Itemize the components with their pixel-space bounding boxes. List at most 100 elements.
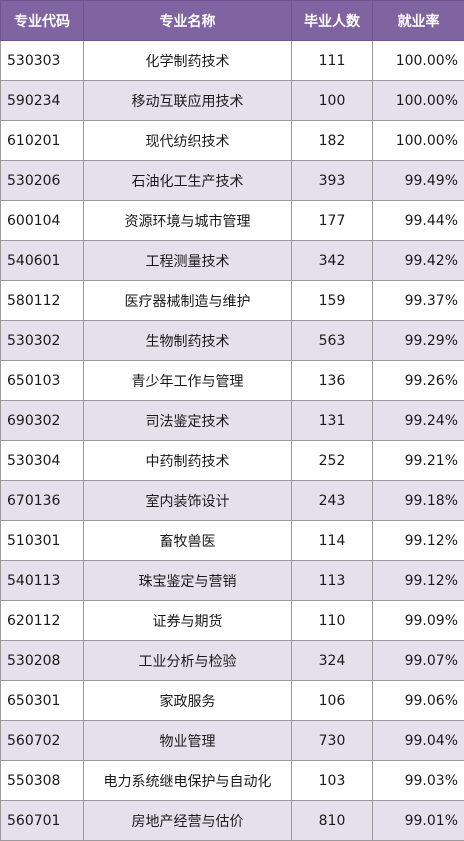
table-row: 530304 中药制药技术 252 99.21%: [0, 440, 464, 481]
cell-graduates: 111: [291, 40, 373, 81]
cell-graduates: 100: [291, 80, 373, 121]
cell-graduates: 113: [291, 560, 373, 601]
cell-name: 证券与期货: [83, 600, 292, 641]
table-row: 550308 电力系统继电保护与自动化 103 99.03%: [0, 760, 464, 801]
cell-name: 石油化工生产技术: [83, 160, 292, 201]
cell-rate: 100.00%: [372, 120, 464, 161]
cell-name: 资源环境与城市管理: [83, 200, 292, 241]
cell-rate: 99.26%: [372, 360, 464, 401]
cell-code: 600104: [0, 200, 84, 241]
table-row: 530206 石油化工生产技术 393 99.49%: [0, 160, 464, 201]
table-row: 530302 生物制药技术 563 99.29%: [0, 320, 464, 361]
cell-graduates: 393: [291, 160, 373, 201]
cell-graduates: 159: [291, 280, 373, 321]
cell-graduates: 324: [291, 640, 373, 681]
cell-rate: 99.03%: [372, 760, 464, 801]
cell-code: 530303: [0, 40, 84, 81]
cell-rate: 99.06%: [372, 680, 464, 721]
cell-graduates: 131: [291, 400, 373, 441]
cell-code: 580112: [0, 280, 84, 321]
cell-rate: 99.01%: [372, 800, 464, 841]
cell-name: 工程测量技术: [83, 240, 292, 281]
cell-name: 工业分析与检验: [83, 640, 292, 681]
cell-name: 生物制药技术: [83, 320, 292, 361]
table-header: 专业代码 专业名称 毕业人数 就业率: [0, 0, 464, 41]
cell-code: 610201: [0, 120, 84, 161]
cell-rate: 99.24%: [372, 400, 464, 441]
cell-graduates: 106: [291, 680, 373, 721]
cell-code: 510301: [0, 520, 84, 561]
cell-graduates: 103: [291, 760, 373, 801]
cell-rate: 99.09%: [372, 600, 464, 641]
table-row: 600104 资源环境与城市管理 177 99.44%: [0, 200, 464, 241]
table-row: 540113 珠宝鉴定与营销 113 99.12%: [0, 560, 464, 601]
cell-code: 530304: [0, 440, 84, 481]
cell-name: 物业管理: [83, 720, 292, 761]
cell-code: 530206: [0, 160, 84, 201]
cell-name: 化学制药技术: [83, 40, 292, 81]
cell-code: 530302: [0, 320, 84, 361]
cell-rate: 100.00%: [372, 80, 464, 121]
cell-rate: 99.12%: [372, 520, 464, 561]
cell-graduates: 110: [291, 600, 373, 641]
cell-name: 珠宝鉴定与营销: [83, 560, 292, 601]
cell-rate: 100.00%: [372, 40, 464, 81]
cell-graduates: 252: [291, 440, 373, 481]
table-body: 530303 化学制药技术 111 100.00% 590234 移动互联应用技术 100 1…: [0, 40, 464, 841]
cell-graduates: 342: [291, 240, 373, 281]
cell-name: 电力系统继电保护与自动化: [83, 760, 292, 801]
table-row: 580112 医疗器械制造与维护 159 99.37%: [0, 280, 464, 321]
cell-rate: 99.07%: [372, 640, 464, 681]
cell-code: 670136: [0, 480, 84, 521]
table-row: 540601 工程测量技术 342 99.42%: [0, 240, 464, 281]
cell-code: 690302: [0, 400, 84, 441]
cell-graduates: 810: [291, 800, 373, 841]
cell-name: 室内装饰设计: [83, 480, 292, 521]
cell-graduates: 563: [291, 320, 373, 361]
cell-rate: 99.21%: [372, 440, 464, 481]
cell-graduates: 114: [291, 520, 373, 561]
cell-rate: 99.12%: [372, 560, 464, 601]
cell-code: 650301: [0, 680, 84, 721]
cell-code: 540601: [0, 240, 84, 281]
cell-graduates: 136: [291, 360, 373, 401]
cell-code: 530208: [0, 640, 84, 681]
table-row: 560702 物业管理 730 99.04%: [0, 720, 464, 761]
header-graduates: 毕业人数: [291, 0, 373, 41]
cell-code: 590234: [0, 80, 84, 121]
cell-name: 中药制药技术: [83, 440, 292, 481]
table-row: 620112 证券与期货 110 99.09%: [0, 600, 464, 641]
cell-rate: 99.49%: [372, 160, 464, 201]
cell-code: 650103: [0, 360, 84, 401]
header-rate: 就业率: [372, 0, 464, 41]
table-row: 610201 现代纺织技术 182 100.00%: [0, 120, 464, 161]
cell-name: 畜牧兽医: [83, 520, 292, 561]
cell-name: 移动互联应用技术: [83, 80, 292, 121]
cell-rate: 99.44%: [372, 200, 464, 241]
table-row: 650301 家政服务 106 99.06%: [0, 680, 464, 721]
cell-rate: 99.29%: [372, 320, 464, 361]
cell-name: 家政服务: [83, 680, 292, 721]
cell-graduates: 243: [291, 480, 373, 521]
table-row: 650103 青少年工作与管理 136 99.26%: [0, 360, 464, 401]
cell-graduates: 182: [291, 120, 373, 161]
cell-code: 550308: [0, 760, 84, 801]
table-row: 530303 化学制药技术 111 100.00%: [0, 40, 464, 81]
cell-rate: 99.18%: [372, 480, 464, 521]
cell-name: 现代纺织技术: [83, 120, 292, 161]
table-row: 510301 畜牧兽医 114 99.12%: [0, 520, 464, 561]
cell-name: 青少年工作与管理: [83, 360, 292, 401]
cell-code: 540113: [0, 560, 84, 601]
header-row: 专业代码 专业名称 毕业人数 就业率: [0, 0, 464, 41]
header-code: 专业代码: [0, 0, 84, 41]
cell-name: 司法鉴定技术: [83, 400, 292, 441]
cell-name: 房地产经营与估价: [83, 800, 292, 841]
table-row: 560701 房地产经营与估价 810 99.01%: [0, 800, 464, 841]
cell-rate: 99.37%: [372, 280, 464, 321]
cell-graduates: 730: [291, 720, 373, 761]
cell-code: 620112: [0, 600, 84, 641]
table-row: 690302 司法鉴定技术 131 99.24%: [0, 400, 464, 441]
header-name: 专业名称: [83, 0, 292, 41]
table-row: 590234 移动互联应用技术 100 100.00%: [0, 80, 464, 121]
